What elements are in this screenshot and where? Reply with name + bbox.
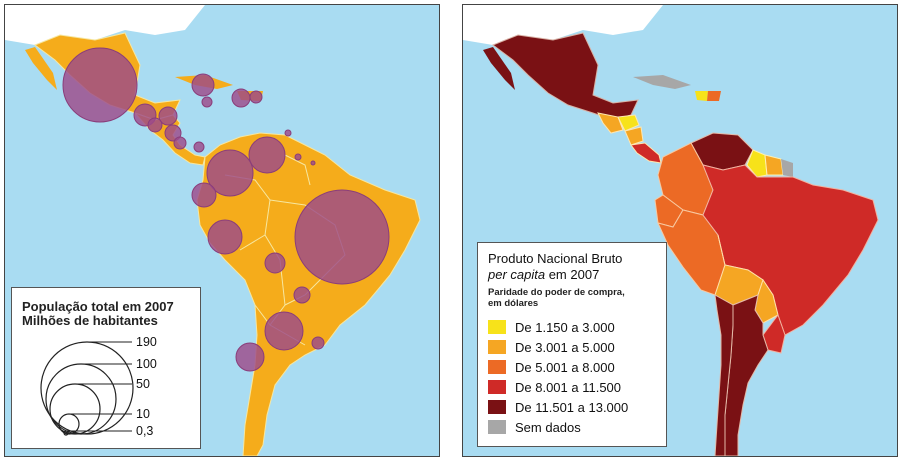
legend-swatch-3: [488, 360, 506, 374]
gnp-legend-year: em 2007: [545, 267, 600, 282]
mexico-region: [491, 32, 639, 121]
legend-row-3: De 5.001 a 8.000: [488, 359, 615, 375]
population-bubbles: [62, 47, 390, 372]
key-label-100: 100: [136, 357, 157, 371]
legend-label-3: De 5.001 a 8.000: [515, 359, 615, 375]
legend-label-5: De 11.501 a 13.000: [515, 399, 629, 415]
honduras-region: [617, 114, 640, 132]
french-guiana-region: [781, 159, 793, 177]
uruguay-region: [762, 313, 786, 354]
population-legend: População total em 2007 Milhões de habit…: [11, 287, 201, 449]
key-label-190: 190: [136, 335, 157, 349]
bubble-paraguay: [293, 286, 311, 304]
suriname-region: [764, 154, 784, 176]
dominican-region: [707, 91, 721, 101]
legend-swatch-1: [488, 320, 506, 334]
bubble-brazil: [294, 189, 390, 285]
key-label-0-3: 0,3: [136, 424, 154, 438]
bubble-peru: [207, 219, 243, 255]
chile-region: [714, 294, 734, 456]
legend-swatch-4: [488, 380, 506, 394]
gnp-map-canvas: [463, 5, 879, 456]
gnp-legend-italic: per capita: [488, 267, 546, 282]
bubble-uruguay: [311, 336, 325, 350]
baja-land: [25, 47, 57, 90]
population-legend-title: População total em 2007: [22, 299, 174, 314]
legend-row-2: De 3.001 a 5.000: [488, 339, 615, 355]
bubble-argentina: [264, 311, 304, 351]
legend-swatch-5: [488, 400, 506, 414]
legend-row-1: De 1.150 a 3.000: [488, 319, 615, 335]
gnp-legend-note-1: Paridade do poder de compra,: [488, 287, 625, 298]
bubble-chile: [235, 342, 265, 372]
key-label-10: 10: [136, 407, 150, 421]
population-map: População total em 2007 Milhões de habit…: [4, 4, 440, 457]
bubble-dominican-republic: [249, 90, 263, 104]
baja-region: [483, 47, 515, 90]
gnp-legend-title: Produto Nacional Bruto: [488, 251, 623, 266]
circle-size-key: [40, 341, 134, 436]
legend-swatch-2: [488, 340, 506, 354]
population-map-canvas: [5, 5, 421, 456]
bubble-cuba: [191, 73, 215, 97]
key-label-50: 50: [136, 377, 150, 391]
gnp-legend: Produto Nacional Bruto per capita em 200…: [477, 242, 667, 447]
legend-label-4: De 8.001 a 11.500: [515, 379, 622, 395]
gnp-legend-title-line2: per capita em 2007: [488, 267, 599, 282]
bubble-costa-rica: [173, 136, 187, 150]
legend-row-6: Sem dados: [488, 419, 581, 435]
legend-label-2: De 3.001 a 5.000: [515, 339, 615, 355]
bubble-el-salvador: [147, 117, 163, 133]
population-legend-subtitle: Milhões de habitantes: [22, 313, 158, 328]
costa-rica-panama-region: [630, 142, 662, 164]
guyana-region: [746, 149, 768, 178]
bubble-suriname: [310, 160, 316, 166]
bubble-mexico: [62, 47, 138, 123]
bubble-trinidad: [284, 129, 292, 137]
cuba-region: [633, 75, 691, 89]
bubble-jamaica: [201, 96, 213, 108]
nicaragua-region: [624, 126, 644, 146]
key-circle-100: [45, 363, 117, 435]
bubble-haiti: [231, 88, 251, 108]
legend-row-5: De 11.501 a 13.000: [488, 399, 628, 415]
bubble-bolivia: [264, 252, 286, 274]
north-america-land: [463, 5, 663, 45]
legend-swatch-6: [488, 420, 506, 434]
bubble-panama: [193, 141, 205, 153]
bubble-honduras: [158, 106, 178, 126]
guatemala-region: [597, 112, 624, 134]
gnp-map: Produto Nacional Bruto per capita em 200…: [462, 4, 898, 457]
bubble-nicaragua: [164, 124, 182, 142]
bubble-guyana: [294, 153, 302, 161]
legend-label-1: De 1.150 a 3.000: [515, 319, 615, 335]
gnp-legend-note-2: em dólares: [488, 298, 539, 309]
legend-row-4: De 8.001 a 11.500: [488, 379, 621, 395]
bubble-venezuela: [248, 136, 286, 174]
legend-label-6: Sem dados: [515, 419, 581, 435]
haiti-region: [695, 91, 708, 101]
key-circle-50: [49, 383, 101, 435]
bubble-colombia: [206, 149, 254, 197]
north-america-land: [5, 5, 205, 45]
key-circle-190: [40, 341, 134, 435]
bubble-ecuador: [191, 182, 217, 208]
